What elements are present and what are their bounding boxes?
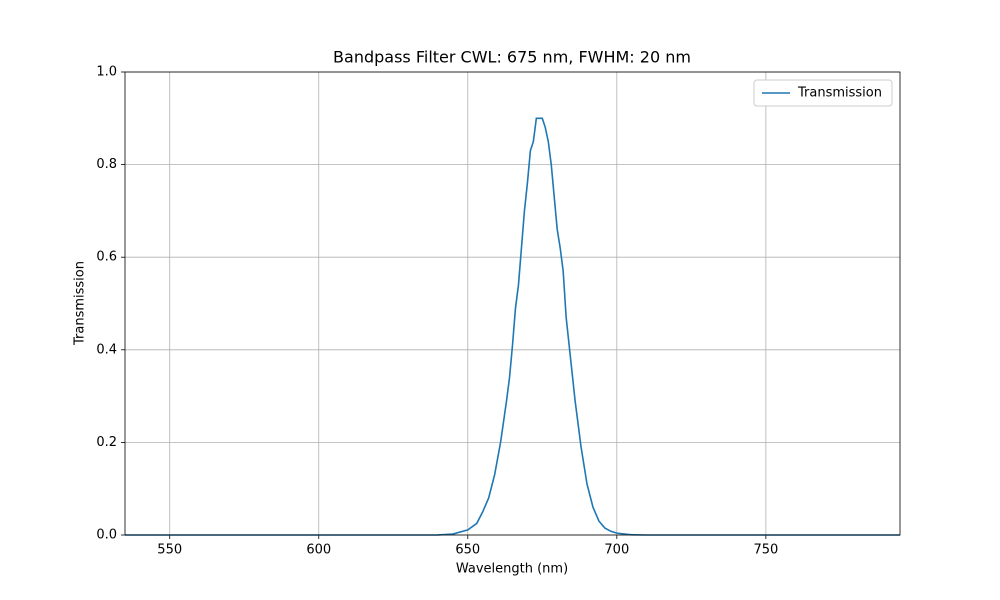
y-tick-label: 0.4	[96, 342, 117, 357]
y-tick-label: 1.0	[96, 65, 117, 80]
x-tick-label: 750	[753, 543, 778, 558]
y-tick-label: 0.8	[96, 157, 117, 172]
line-series	[125, 117, 900, 536]
y-tick-label: 0.2	[96, 435, 117, 450]
y-tick-label: 0.0	[96, 528, 117, 543]
x-tick-label: 650	[455, 543, 480, 558]
y-tick-label: 0.6	[96, 250, 117, 265]
plot-frame	[124, 71, 901, 536]
legend-label: Transmission	[797, 86, 882, 101]
x-tick-label: 600	[306, 543, 331, 558]
x-tick-label: 550	[157, 543, 182, 558]
x-axis-label: Wavelength (nm)	[456, 562, 568, 577]
x-tick-label: 700	[604, 543, 629, 558]
chart-title: Bandpass Filter CWL: 675 nm, FWHM: 20 nm	[333, 48, 691, 67]
y-axis-label: Transmission	[73, 261, 88, 346]
legend-box	[753, 79, 893, 107]
